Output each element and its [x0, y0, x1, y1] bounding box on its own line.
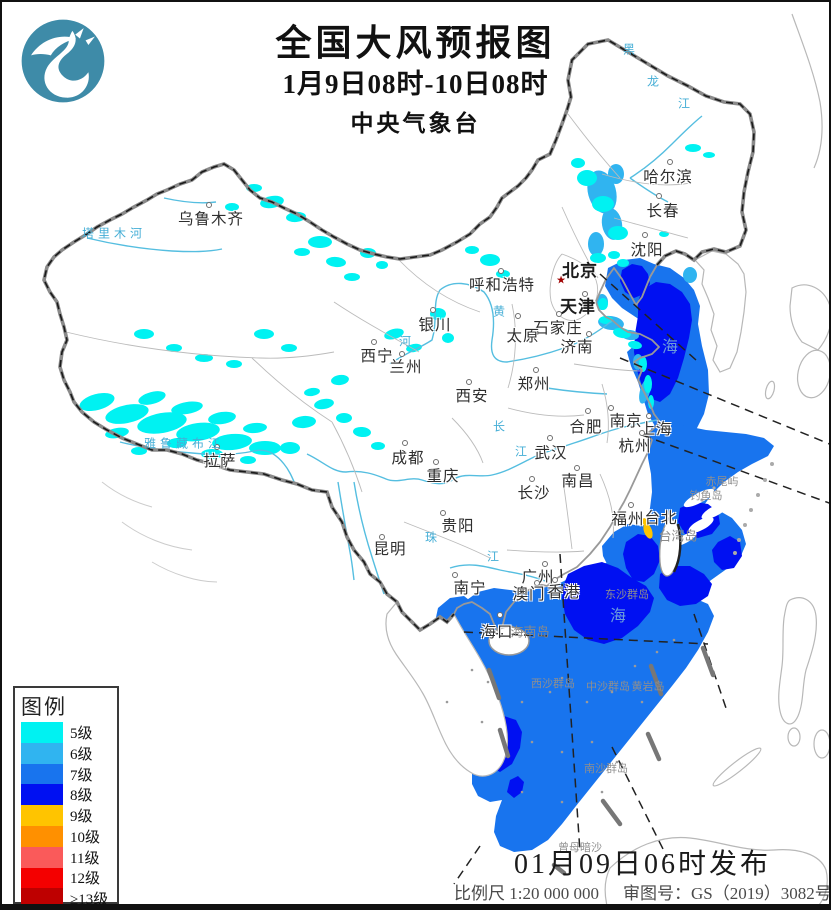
legend-row: 12级 [15, 867, 117, 889]
cma-logo [19, 17, 107, 105]
tsushima-island [764, 380, 776, 400]
reef-dots [445, 638, 676, 804]
legend-row: ≥13级 [15, 888, 117, 909]
legend-row: 6级 [15, 742, 117, 764]
philippine-island [813, 729, 829, 759]
foreign-land [385, 13, 829, 904]
legend-row: 9级 [15, 805, 117, 826]
sea-zone-lines [453, 273, 829, 885]
legend-label: 8级 [70, 788, 93, 805]
legend-swatch [21, 742, 63, 764]
map-legal: 比例尺 1:20 000 000 审图号：GS（2019）3082号 [454, 879, 831, 904]
legend-swatch [21, 805, 63, 826]
legend-label: 9级 [70, 809, 93, 826]
china-coastline [453, 264, 661, 633]
issue-time: 01月09日06时发布 [513, 849, 771, 880]
japan-island [796, 349, 829, 399]
legend-label: 6级 [70, 746, 93, 763]
nine-dash-line [486, 645, 716, 876]
national-border [42, 38, 756, 633]
songhua-river [629, 115, 703, 179]
borneo-island [604, 836, 828, 904]
legend-swatch [21, 722, 63, 743]
nu-river [337, 481, 355, 581]
wind-area-grade8 [484, 264, 742, 798]
luzon-island [778, 597, 817, 725]
hainan-island [488, 626, 530, 656]
legend-label: 7级 [70, 767, 93, 784]
pearl-river [449, 564, 546, 582]
legend-label: 10级 [70, 829, 101, 846]
palawan-island [712, 747, 762, 787]
page-title: 全国大风预报图 [275, 23, 556, 63]
legend-swatch [21, 763, 63, 785]
songhua-branch [629, 177, 669, 203]
legend-row: 7级 [15, 763, 117, 785]
map-license: 审图号：GS（2019）3082号 [622, 884, 831, 903]
yangtze-river [306, 419, 658, 485]
tarim-river [86, 237, 223, 253]
sakhalin-coast [791, 13, 823, 169]
legend-label: 11级 [70, 850, 100, 867]
legend-row: 5级 [15, 722, 117, 743]
agency-name: 中央气象台 [350, 111, 481, 136]
page-subtitle: 1月9日08时-10日08时 [282, 69, 549, 99]
yellow-river [389, 282, 614, 365]
legend-box: 图例 5级 6级 7级 8级 9级 10级 11级 12级 ≥13级 [13, 686, 119, 904]
huai-river [546, 387, 608, 395]
legend-label: 5级 [70, 725, 93, 742]
legend-row: 8级 [15, 784, 117, 806]
terrain-lines [101, 481, 218, 583]
legend-label: 12级 [70, 871, 101, 888]
legend-rows: 5级 6级 7级 8级 9级 10级 11级 12级 ≥13级 [15, 722, 117, 909]
legend-title: 图例 [21, 695, 67, 719]
legend-swatch [21, 867, 63, 889]
korea-peninsula [694, 250, 747, 373]
legend-swatch [21, 888, 63, 904]
wind-area-grade9 [642, 518, 653, 539]
legend-label: ≥13级 [70, 892, 109, 909]
legend-swatch [21, 784, 63, 806]
legend-swatch [21, 846, 63, 868]
legend-row: 10级 [15, 825, 117, 847]
taiwan-east-coast [672, 523, 682, 573]
legend-row: 11级 [15, 846, 117, 868]
mindoro-island [787, 727, 801, 747]
province-borders [65, 113, 691, 559]
map-scale: 比例尺 1:20 000 000 [454, 884, 599, 903]
japan-kyushu [789, 284, 829, 351]
ryukyu-islands [700, 462, 774, 555]
legend-swatch [21, 825, 63, 847]
